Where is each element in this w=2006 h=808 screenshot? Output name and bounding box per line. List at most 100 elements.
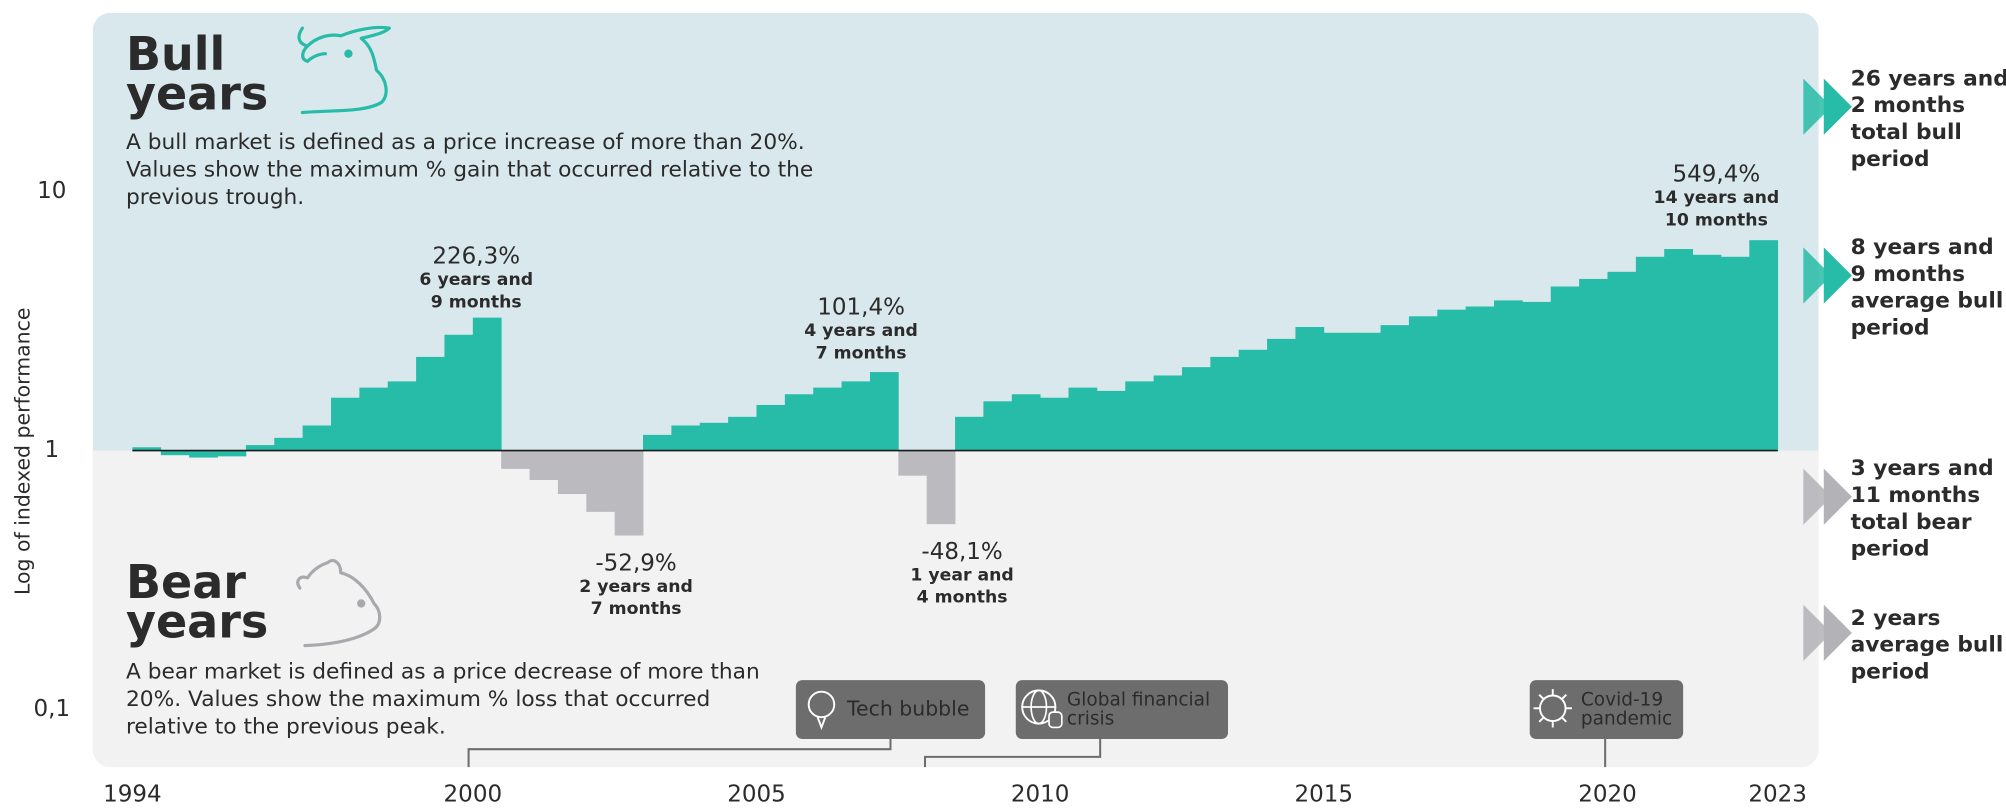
summary-text: period: [1851, 316, 1930, 341]
bar: [1494, 300, 1523, 450]
summary-arrow: [1824, 79, 1852, 135]
page: {"chart_data": { "type": "bar", "log_sca…: [0, 0, 2006, 808]
bar: [1522, 302, 1551, 451]
bar: [1295, 327, 1324, 451]
bar: [955, 417, 984, 451]
event-label: crisis: [1067, 709, 1114, 730]
annotation-duration: 1 year and: [910, 565, 1013, 585]
bull-title: years: [126, 67, 268, 121]
summary-text: average bull: [1851, 633, 2004, 658]
y-axis-label: Log of indexed performance: [11, 308, 35, 595]
x-tick-label: 2020: [1578, 782, 1637, 808]
annotation-value: -48,1%: [921, 539, 1002, 565]
bar: [1239, 350, 1268, 451]
y-tick-label: 1: [44, 437, 59, 463]
annotation-duration: 10 months: [1665, 211, 1768, 231]
summary-highlight: 11 months: [1851, 483, 1981, 508]
annotation-duration: 7 months: [591, 599, 682, 619]
bar: [1409, 316, 1438, 450]
summary-text: total bull: [1851, 120, 1962, 145]
bar: [558, 451, 587, 494]
bar: [1693, 255, 1722, 451]
annotation-value: 549,4%: [1673, 162, 1761, 188]
event-label: Global financial: [1067, 689, 1210, 710]
annotation-duration: 9 months: [431, 292, 522, 312]
y-tick-label: 10: [37, 178, 66, 204]
x-tick-label: 2010: [1011, 782, 1070, 808]
bar: [416, 357, 445, 451]
bar: [1097, 391, 1126, 451]
bar: [927, 451, 956, 525]
bar: [1012, 394, 1041, 450]
summary-text: total bear: [1851, 510, 1972, 535]
bar: [756, 405, 785, 451]
summary-arrow: [1824, 247, 1852, 303]
summary-highlight: 9 months: [1851, 262, 1965, 287]
bar: [388, 381, 417, 450]
bar: [1579, 279, 1608, 451]
bear-description: relative to the previous peak.: [126, 714, 446, 739]
bar: [870, 372, 899, 451]
bar: [671, 425, 700, 450]
summary-text: period: [1851, 659, 1930, 684]
bar: [1210, 357, 1239, 451]
annotation-duration: 4 months: [917, 588, 1008, 608]
bar: [331, 398, 360, 451]
y-tick-label: 0,1: [34, 696, 71, 722]
annotation-value: 226,3%: [432, 243, 520, 269]
bar: [1352, 333, 1381, 451]
bar: [274, 438, 303, 451]
event-label: pandemic: [1581, 709, 1672, 730]
bar: [1125, 381, 1154, 450]
annotation-value: 101,4%: [817, 295, 905, 321]
x-tick-label: 2015: [1295, 782, 1354, 808]
x-tick-label: 2023: [1748, 782, 1807, 808]
summary-highlight: 2 years: [1851, 606, 1941, 631]
bull-description: A bull market is defined as a price incr…: [126, 130, 805, 155]
bear-title: years: [126, 595, 268, 649]
bar: [359, 388, 388, 451]
bar: [1466, 306, 1495, 450]
bar: [1324, 333, 1353, 451]
annotation-duration: 7 months: [816, 344, 907, 364]
annotation-value: -52,9%: [595, 550, 676, 576]
x-tick-label: 2000: [444, 782, 503, 808]
bar: [813, 388, 842, 451]
annotation-duration: 4 years and: [804, 321, 918, 341]
bar: [785, 394, 814, 450]
chart: Log of indexed performance 0,1 1 10 1994 200…: [0, 0, 2006, 808]
bar: [1551, 287, 1580, 451]
annotation-duration: 14 years and: [1654, 188, 1780, 208]
annotation-duration: 6 years and: [419, 270, 533, 290]
bar: [983, 401, 1012, 450]
bar: [1607, 272, 1636, 451]
bar: [530, 451, 559, 480]
summary-highlight: 8 years and: [1851, 235, 1994, 260]
x-tick-label: 1994: [103, 782, 162, 808]
bar: [1664, 249, 1693, 451]
bar: [1182, 367, 1211, 450]
bar: [189, 451, 218, 458]
bar: [1381, 325, 1410, 450]
bar: [1069, 388, 1098, 451]
bar: [586, 451, 615, 512]
bar: [1721, 257, 1750, 451]
summary-arrow: [1824, 605, 1852, 661]
bar: [303, 425, 332, 450]
bar: [898, 451, 927, 476]
annotation-duration: 2 years and: [579, 577, 693, 597]
event-label: Covid-19: [1581, 689, 1663, 710]
bull-description: Values show the maximum % gain that occu…: [126, 158, 813, 183]
event-icon: [1049, 712, 1062, 727]
bar: [643, 435, 672, 451]
summary-highlight: 3 years and: [1851, 456, 1994, 481]
summary-text: period: [1851, 147, 1930, 172]
bar: [501, 451, 530, 469]
bear-description: 20%. Values show the maximum % loss that…: [126, 687, 710, 712]
bar: [1154, 375, 1183, 450]
bar: [700, 423, 729, 451]
bar: [1267, 339, 1296, 451]
bar: [473, 318, 502, 451]
bear-background: [93, 451, 1819, 793]
bar: [728, 417, 757, 451]
